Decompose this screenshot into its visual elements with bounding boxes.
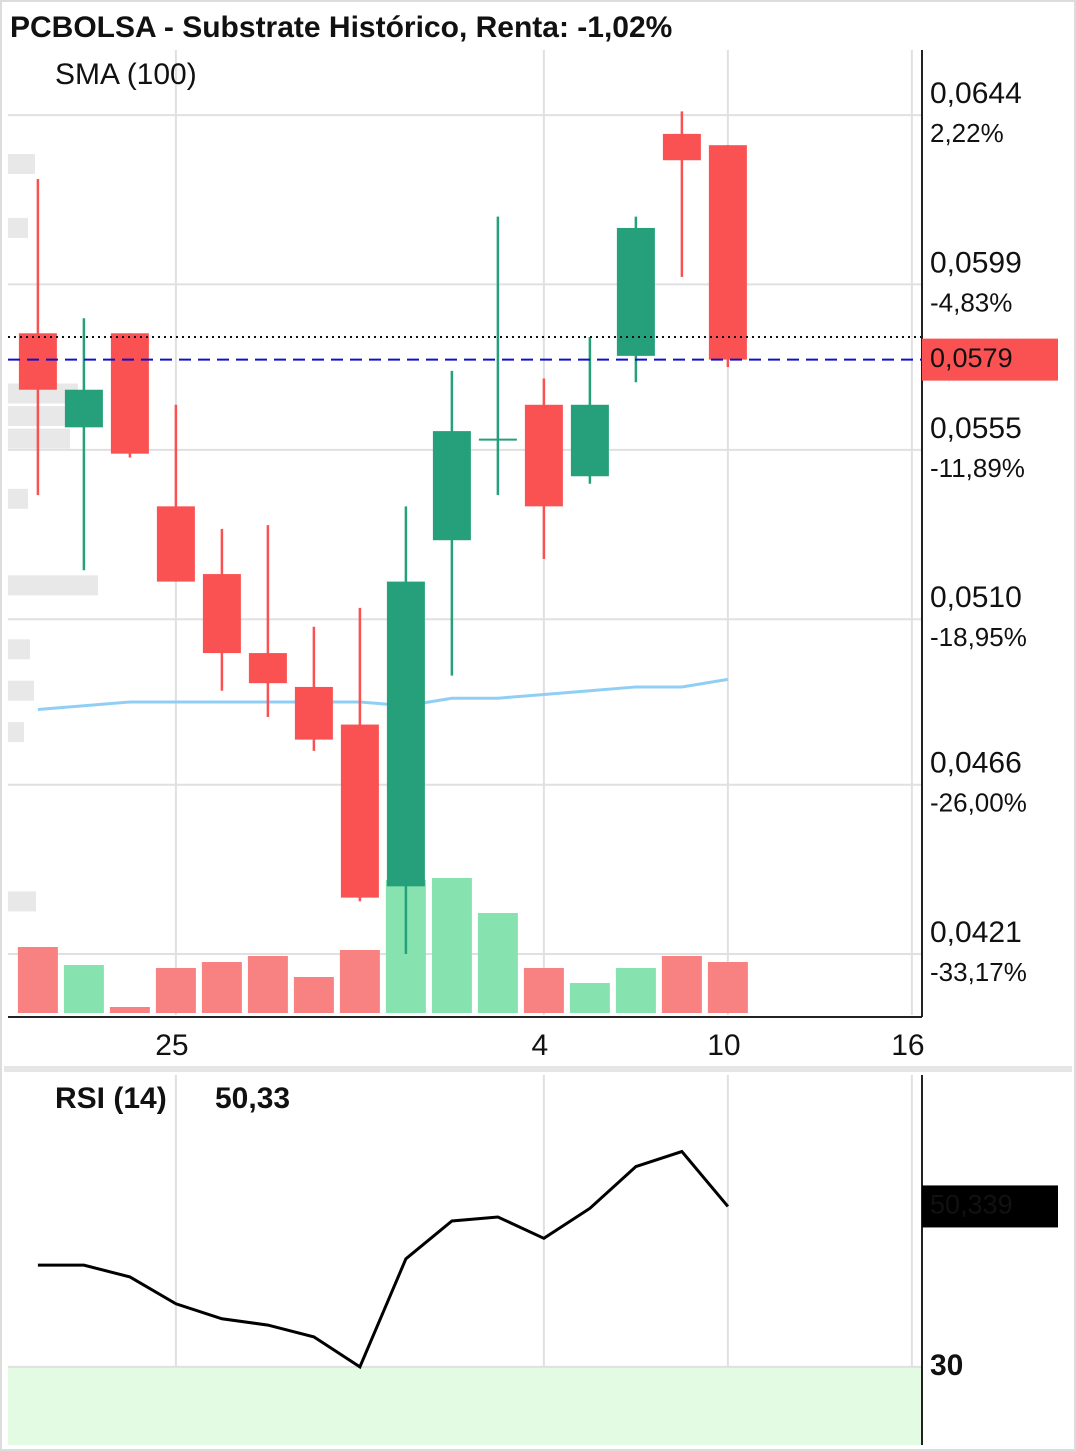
volume-bar xyxy=(523,968,564,1013)
volume-profile-bar xyxy=(8,575,98,596)
candle-body xyxy=(662,133,701,161)
volume-bar xyxy=(661,956,702,1013)
price-panel xyxy=(8,50,922,1015)
rsi-title: RSI (14) xyxy=(55,1082,167,1115)
candle-body xyxy=(202,574,241,654)
candle-body xyxy=(110,333,149,454)
y-tick-label: 0,0644 xyxy=(930,77,1022,110)
volume-bar xyxy=(615,968,656,1013)
volume-bar xyxy=(109,1007,150,1013)
candle-body xyxy=(616,227,655,356)
volume-profile-bar xyxy=(8,891,36,912)
volume-profile-bar xyxy=(8,217,28,238)
volume-bar xyxy=(17,947,58,1013)
candle-body xyxy=(478,438,517,441)
rsi-panel xyxy=(8,1075,922,1445)
y-tick-label: 0,0555 xyxy=(930,412,1022,445)
rsi-y-tick-label: 30 xyxy=(930,1349,963,1382)
volume-bar xyxy=(707,962,748,1013)
x-tick-label: 4 xyxy=(532,1029,549,1062)
candle-body xyxy=(432,431,471,541)
candle-body xyxy=(386,581,425,887)
candle-body xyxy=(340,724,379,898)
candle-body xyxy=(524,404,563,507)
candle-body xyxy=(156,506,195,582)
y-tick-change: -18,95% xyxy=(930,622,1027,652)
y-tick-label: 0,0599 xyxy=(930,246,1022,279)
x-tick-label: 25 xyxy=(155,1029,188,1062)
panel-separator xyxy=(4,1066,1072,1072)
x-tick-label: 16 xyxy=(891,1029,924,1062)
volume-bar xyxy=(201,962,242,1013)
candle-body xyxy=(248,653,287,684)
volume-bar xyxy=(477,913,518,1013)
volume-bar xyxy=(247,956,288,1013)
last-price-box xyxy=(922,338,1058,381)
title-bg xyxy=(4,4,920,50)
candle-body xyxy=(570,404,609,477)
oversold-zone xyxy=(8,1366,922,1445)
volume-profile-bar xyxy=(8,639,30,660)
volume-bar xyxy=(339,950,380,1013)
volume-bar xyxy=(155,968,196,1013)
y-tick-label: 0,0421 xyxy=(930,916,1022,949)
y-tick-change: -11,89% xyxy=(930,453,1025,483)
volume-profile-bar xyxy=(8,722,24,743)
candle-body xyxy=(708,145,747,360)
y-tick-label: 0,0510 xyxy=(930,581,1022,614)
volume-profile-bar xyxy=(8,488,28,509)
volume-bar xyxy=(431,878,472,1013)
chart-title: PCBOLSA - Substrate Histórico, Renta: -1… xyxy=(10,11,672,44)
y-tick-change: -33,17% xyxy=(930,957,1027,987)
rsi-current-box xyxy=(922,1185,1058,1228)
candle-body xyxy=(64,389,103,428)
y-tick-label: 0,0466 xyxy=(930,747,1022,780)
rsi-current-label: 50,339 xyxy=(930,1190,1013,1220)
rsi-header-value: 50,33 xyxy=(215,1082,290,1115)
last-price-label: 0,0579 xyxy=(930,343,1013,373)
volume-bar xyxy=(63,965,104,1013)
y-tick-change: 2,22% xyxy=(930,118,1004,148)
volume-bar xyxy=(569,983,610,1013)
candle-body xyxy=(294,686,333,740)
y-tick-change: -26,00% xyxy=(930,788,1027,818)
volume-profile-bar xyxy=(8,153,35,174)
rsi-line xyxy=(37,1149,730,1370)
volume-profile-bar xyxy=(8,680,34,701)
candle-body xyxy=(18,333,57,390)
volume-bar xyxy=(293,977,334,1013)
sma-line xyxy=(37,677,729,712)
y-tick-change: -4,83% xyxy=(930,287,1012,317)
legend-entry: SMA (100) xyxy=(55,58,197,91)
x-tick-label: 10 xyxy=(707,1029,740,1062)
